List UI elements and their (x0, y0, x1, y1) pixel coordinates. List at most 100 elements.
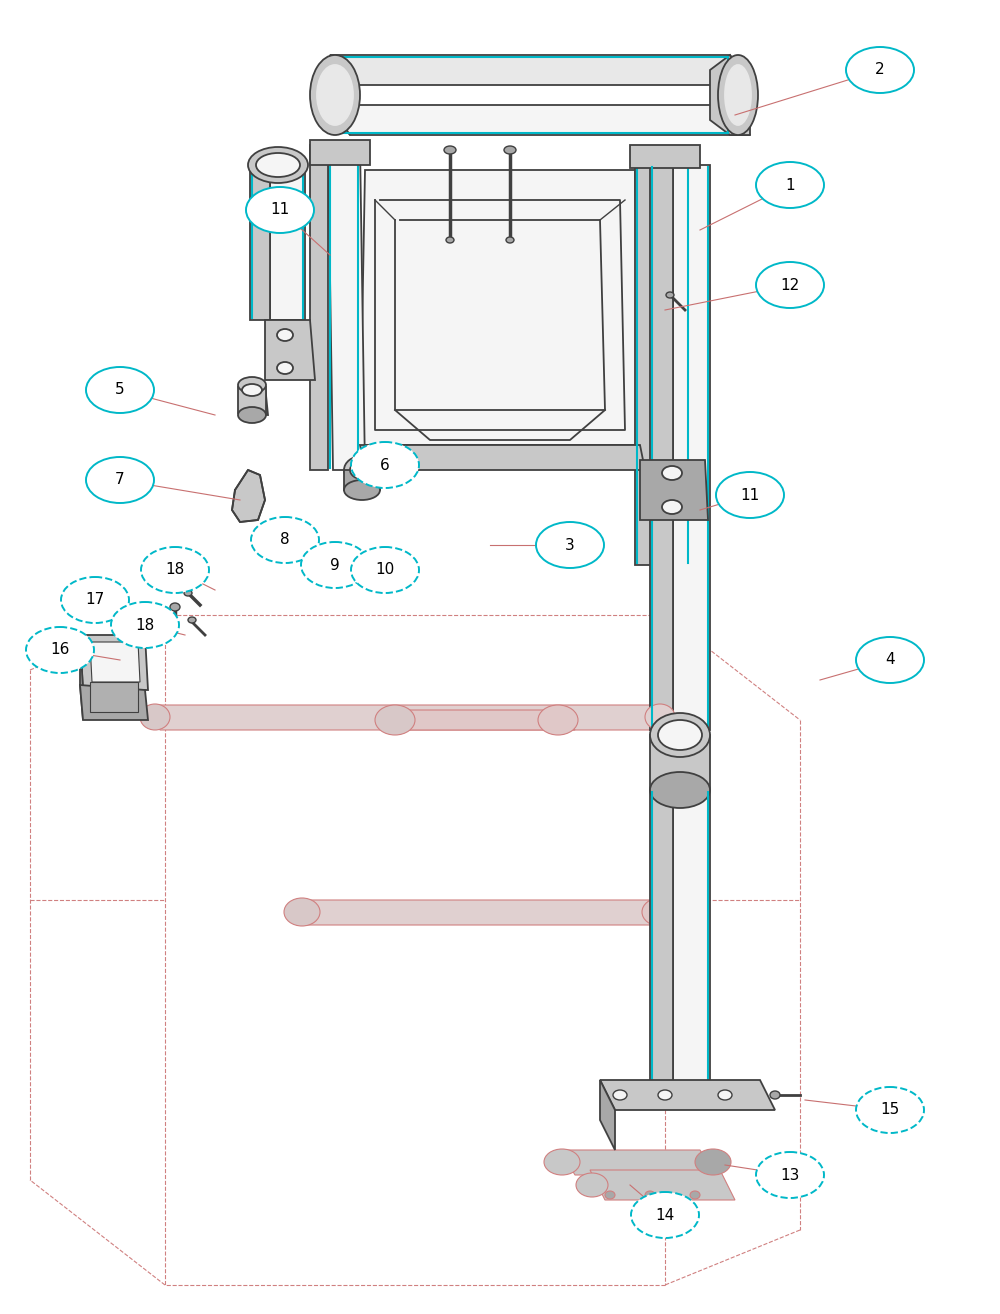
Polygon shape (330, 55, 350, 135)
Polygon shape (650, 790, 673, 1100)
Ellipse shape (662, 501, 682, 514)
Ellipse shape (256, 152, 300, 177)
Ellipse shape (756, 1152, 824, 1198)
Ellipse shape (544, 1148, 580, 1175)
Polygon shape (232, 470, 265, 522)
Polygon shape (640, 460, 708, 520)
Text: 17: 17 (85, 593, 105, 607)
Polygon shape (650, 166, 673, 731)
Polygon shape (80, 635, 83, 720)
Ellipse shape (140, 704, 170, 731)
Polygon shape (300, 900, 665, 925)
Ellipse shape (375, 706, 415, 735)
Ellipse shape (170, 603, 180, 611)
Ellipse shape (645, 1190, 655, 1198)
Ellipse shape (444, 146, 456, 154)
Polygon shape (655, 160, 695, 565)
Ellipse shape (184, 590, 192, 597)
Ellipse shape (695, 1148, 731, 1175)
Ellipse shape (506, 237, 514, 243)
Ellipse shape (536, 522, 604, 568)
Ellipse shape (756, 261, 824, 307)
Text: 9: 9 (330, 557, 340, 573)
Ellipse shape (718, 1091, 732, 1100)
Text: 14: 14 (655, 1208, 675, 1222)
Ellipse shape (846, 47, 914, 93)
Ellipse shape (248, 147, 308, 183)
Text: 18: 18 (165, 562, 185, 577)
Ellipse shape (658, 1091, 672, 1100)
Polygon shape (328, 145, 365, 470)
Polygon shape (650, 735, 710, 790)
Ellipse shape (662, 466, 682, 480)
Text: 2: 2 (875, 63, 885, 78)
Ellipse shape (650, 773, 710, 808)
Text: 1: 1 (785, 177, 795, 192)
Ellipse shape (770, 1091, 780, 1099)
Polygon shape (80, 635, 148, 690)
Ellipse shape (716, 472, 784, 518)
Polygon shape (590, 1169, 735, 1200)
Polygon shape (238, 388, 266, 413)
Polygon shape (360, 445, 645, 470)
Ellipse shape (238, 377, 266, 393)
Polygon shape (330, 105, 750, 135)
Ellipse shape (504, 146, 516, 154)
Ellipse shape (86, 457, 154, 503)
Ellipse shape (277, 328, 293, 342)
Polygon shape (155, 706, 665, 731)
Polygon shape (673, 790, 710, 1100)
Ellipse shape (188, 618, 196, 623)
Polygon shape (90, 643, 140, 682)
Ellipse shape (277, 361, 293, 374)
Polygon shape (265, 321, 315, 380)
Polygon shape (630, 145, 700, 168)
Text: 4: 4 (885, 653, 895, 668)
Text: 6: 6 (380, 457, 390, 473)
Polygon shape (560, 1150, 715, 1175)
Polygon shape (330, 55, 750, 85)
Ellipse shape (86, 367, 154, 413)
Ellipse shape (304, 551, 314, 558)
Text: 10: 10 (375, 562, 395, 577)
Polygon shape (270, 166, 305, 321)
Ellipse shape (350, 461, 374, 480)
Ellipse shape (111, 602, 179, 648)
Ellipse shape (666, 292, 674, 298)
Ellipse shape (576, 1173, 608, 1197)
Ellipse shape (238, 407, 266, 423)
Text: 11: 11 (270, 202, 290, 218)
Text: 3: 3 (565, 537, 575, 552)
Polygon shape (360, 170, 640, 445)
Polygon shape (310, 141, 370, 166)
Polygon shape (600, 1080, 615, 1150)
Ellipse shape (351, 547, 419, 593)
Ellipse shape (317, 64, 353, 125)
Polygon shape (344, 470, 380, 490)
Polygon shape (600, 1080, 775, 1110)
Ellipse shape (351, 442, 419, 487)
Polygon shape (710, 55, 750, 135)
Ellipse shape (26, 627, 94, 673)
Polygon shape (240, 385, 268, 415)
Ellipse shape (141, 547, 209, 593)
Text: 12: 12 (780, 277, 800, 293)
Ellipse shape (631, 1192, 699, 1238)
Ellipse shape (642, 897, 678, 926)
Polygon shape (673, 166, 710, 731)
Ellipse shape (446, 237, 454, 243)
Ellipse shape (658, 720, 702, 750)
Text: 11: 11 (740, 487, 760, 502)
Ellipse shape (650, 714, 710, 757)
Text: 18: 18 (135, 618, 155, 632)
Polygon shape (80, 685, 148, 720)
Ellipse shape (344, 480, 380, 501)
Polygon shape (90, 682, 138, 712)
Ellipse shape (613, 1091, 627, 1100)
Ellipse shape (312, 555, 320, 561)
Ellipse shape (538, 706, 578, 735)
Text: 5: 5 (115, 382, 125, 398)
Ellipse shape (756, 162, 824, 208)
Ellipse shape (242, 384, 262, 396)
Polygon shape (635, 160, 655, 565)
